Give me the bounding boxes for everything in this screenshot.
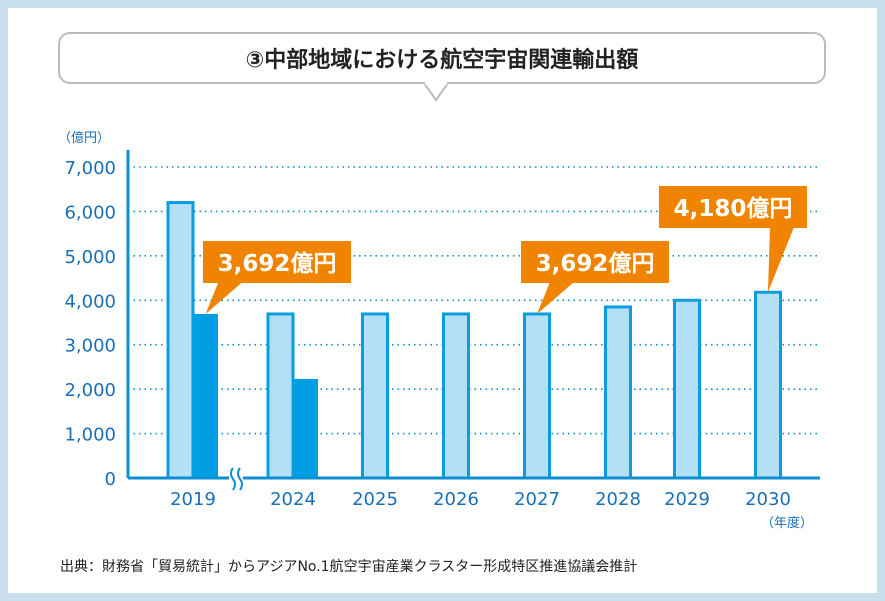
chart-title: ③中部地域における航空宇宙関連輸出額	[58, 32, 826, 84]
callout-pointer	[537, 282, 574, 314]
x-tick-label: 2024	[270, 489, 316, 510]
axis-break-gap	[229, 468, 243, 490]
x-tick-label: 2019	[170, 489, 216, 510]
callout-box	[521, 241, 669, 283]
callout-label: 4,180億円	[674, 195, 793, 222]
x-tick-label: 2029	[664, 489, 710, 510]
title-pointer	[423, 82, 449, 102]
bar-series0	[673, 298, 701, 480]
x-tick-label: 2028	[595, 489, 641, 510]
x-tick-label: 2027	[514, 489, 560, 510]
y-tick-label: 2,000	[64, 380, 116, 401]
bar-series0	[523, 312, 551, 480]
callout-pointer	[205, 282, 243, 314]
bar-series0	[361, 312, 389, 480]
y-tick-label: 3,000	[64, 336, 116, 357]
bar-series0	[166, 201, 195, 480]
callout-box	[659, 186, 807, 228]
bar-series1	[293, 378, 318, 478]
bar-series0	[266, 312, 295, 480]
callout-label: 3,692億円	[536, 250, 655, 277]
bar-series1	[193, 313, 218, 478]
y-tick-label: 7,000	[64, 158, 116, 179]
y-tick-label: 0	[105, 469, 116, 490]
callout-box	[203, 241, 351, 283]
x-tick-label: 2030	[745, 489, 791, 510]
x-tick-label: 2026	[433, 489, 479, 510]
axis-break-icon	[230, 467, 243, 491]
y-tick-label: 5,000	[64, 247, 116, 268]
callout-label: 3,692億円	[218, 250, 337, 277]
bar-series0	[604, 305, 632, 480]
y-tick-label: 1,000	[64, 425, 116, 446]
y-tick-label: 6,000	[64, 202, 116, 223]
callout-pointer	[768, 227, 794, 293]
y-axis-unit: （億円）	[58, 130, 110, 146]
x-axis-unit: （年度）	[761, 515, 813, 531]
title-pointer-mask	[425, 80, 447, 85]
bar-series0	[442, 312, 470, 480]
x-tick-label: 2025	[352, 489, 398, 510]
y-tick-label: 4,000	[64, 291, 116, 312]
bar-series0	[754, 290, 782, 480]
source-note: 出典：財務省「貿易統計」からアジアNo.1航空宇宙産業クラスター形成特区推進協議…	[60, 559, 638, 575]
